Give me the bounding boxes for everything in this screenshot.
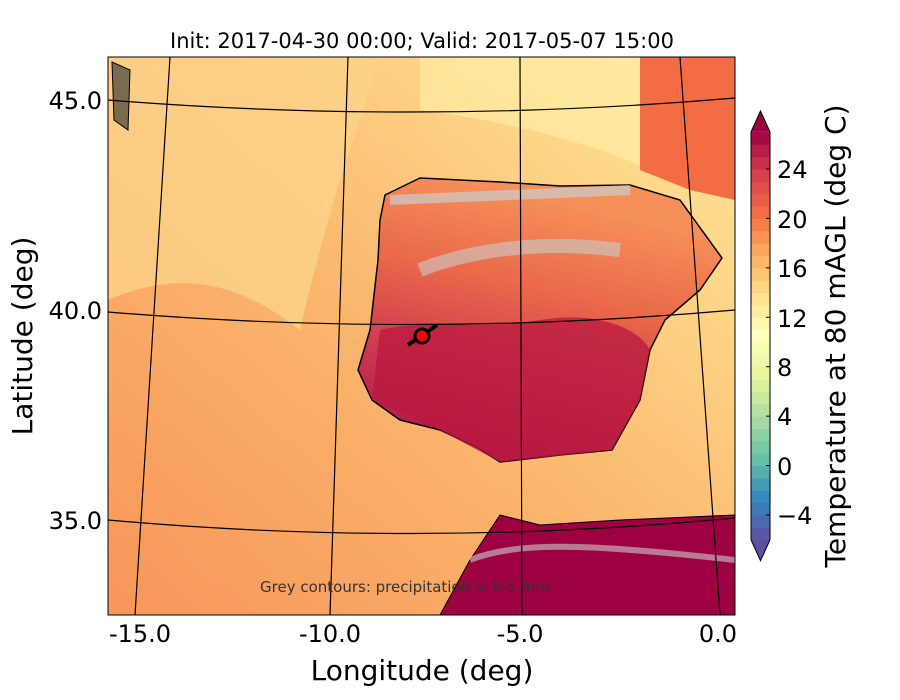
colorbar-level [751,354,770,368]
colorbar-level [751,169,770,182]
colorbar-tick-label: 24 [777,156,808,184]
x-tick-label: -15.0 [109,620,171,648]
north-africa [439,514,735,615]
france-land [640,57,735,200]
colorbar-level [751,267,770,281]
colorbar-level [751,255,770,269]
colorbar-level [751,329,770,343]
precip-contour-band [389,185,631,205]
plot-title: Init: 2017-04-30 00:00; Valid: 2017-05-0… [170,29,674,53]
colorbar-tick-label: 0 [777,453,792,481]
bay-of-biscay-region [420,57,640,165]
y-tick-label: 40.0 [49,297,102,325]
axes-frame [107,56,736,616]
x-tick-label: -10.0 [299,620,361,648]
meridian-line [519,57,523,615]
y-axis-label: Latitude (deg) [6,237,39,436]
x-axis-label: Longitude (deg) [311,654,534,687]
colorbar-extend-min [751,539,770,561]
precip-contour-band [468,543,735,563]
meridian-line [679,57,721,615]
x-tick-label: 0.0 [699,620,737,648]
colorbar-level [751,453,770,467]
colorbar-level [751,317,770,331]
colorbar-level [751,416,770,429]
colorbar-level [751,502,770,516]
colorbar-level [751,391,770,405]
parallel-line [108,309,735,326]
warm-sea-region [108,57,380,330]
location-marker [413,327,431,345]
colorbar-level [751,292,770,306]
hot-southern-iberia [372,317,650,462]
colorbar-tick-label: 8 [777,354,792,382]
graticule [108,57,735,615]
colorbar-level [751,304,770,318]
colorbar-level [751,465,770,479]
colorbar-label: Temperature at 80 mAGL (deg C) [819,104,852,568]
colorbar-level [751,515,770,528]
colorbar-outline [750,109,771,562]
colorbar-level [751,342,770,355]
colorbar-tick-label: 12 [777,305,808,333]
colorbar-level [751,218,770,232]
y-tick-labels: 45.0 40.0 35.0 [49,87,102,535]
colorbar-level [751,230,770,244]
colorbar-level [751,144,770,158]
colorbar-level [751,527,770,541]
annotation-text: Grey contours: precipitation ≥ 0.5 mm [260,578,550,596]
y-tick-label: 45.0 [49,87,102,115]
colorbar-level [751,403,770,417]
x-tick-label: -5.0 [497,620,544,648]
y-tick-label: 35.0 [49,507,102,535]
colorbar-level [751,477,770,491]
colorbar-level [751,280,770,294]
colorbar-level [751,243,770,256]
colorbar-tick-label: −4 [777,502,812,530]
colorbar-level [751,156,770,170]
colorbar-level [751,428,770,442]
colorbar-level [751,366,770,380]
colorbar-tick-label: 20 [777,206,808,234]
parallel-line [108,97,735,113]
colorbar [750,109,771,562]
parallel-line [108,517,735,535]
british-isles-land [111,61,131,131]
precip-contour-band [417,239,621,277]
colorbar-tick-label: 4 [777,403,792,431]
colorbar-level [751,206,770,219]
map-area: Grey contours: precipitation ≥ 0.5 mm [108,57,735,615]
colorbar-level [751,131,770,145]
colorbar-level [751,181,770,195]
colorbar-level [751,379,770,392]
x-tick-labels: -15.0 -10.0 -5.0 0.0 [109,620,737,648]
meridian-line [134,57,171,615]
colorbar-level [751,490,770,504]
meridian-line [329,57,349,615]
colorbar-tick-label: 16 [777,255,808,283]
colorbar-level [751,440,770,454]
colorbar-extend-max [751,110,770,132]
colorbar-level [751,193,770,207]
colorbar-tick-labels: 24 20 16 12 8 4 0 −4 [777,156,812,530]
